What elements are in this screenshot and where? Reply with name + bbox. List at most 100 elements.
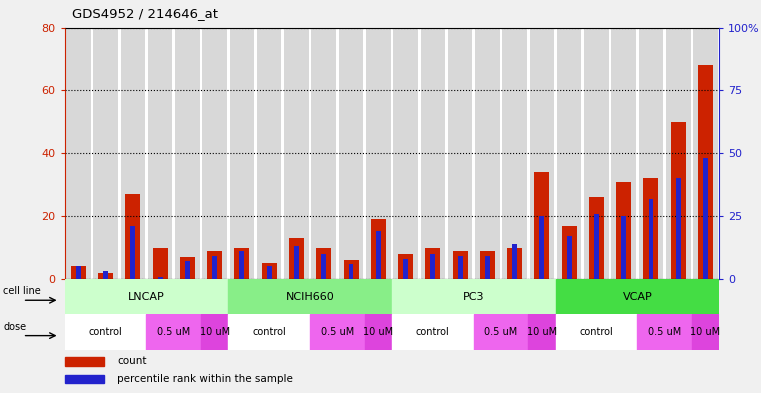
Bar [267,266,272,279]
Bar [228,314,310,350]
Bar [457,256,463,279]
Bar [611,28,636,279]
Bar [284,28,309,279]
Bar [392,279,556,314]
Text: 10 uM: 10 uM [690,327,721,337]
Bar [666,28,690,279]
Bar [562,226,577,279]
Bar [98,273,113,279]
Bar [648,198,654,279]
Bar [65,357,104,365]
Text: VCAP: VCAP [622,292,652,302]
Bar [670,122,686,279]
Bar [339,28,363,279]
Bar [528,314,556,350]
Text: control: control [89,327,123,337]
Bar [502,28,527,279]
Bar [376,231,380,279]
Bar [431,254,435,279]
Bar [294,246,299,279]
Bar [349,264,353,279]
Bar [398,254,413,279]
Bar [201,314,228,350]
Bar [321,254,326,279]
Bar [311,28,336,279]
Bar [148,28,173,279]
Bar [534,172,549,279]
Bar [343,260,358,279]
Text: count: count [117,356,147,366]
Bar [202,28,227,279]
Bar [621,216,626,279]
Bar [616,182,631,279]
Bar [567,236,572,279]
Bar [153,248,167,279]
Text: GDS4952 / 214646_at: GDS4952 / 214646_at [72,7,218,20]
Bar [698,65,713,279]
Bar [393,28,418,279]
Bar [262,263,277,279]
Bar [65,314,146,350]
Text: NCIH660: NCIH660 [285,292,335,302]
Bar [317,248,331,279]
Bar [480,251,495,279]
Text: LNCAP: LNCAP [128,292,165,302]
Bar [126,194,140,279]
Text: 0.5 uM: 0.5 uM [648,327,681,337]
Bar [185,261,189,279]
Bar [66,28,91,279]
Bar [65,279,228,314]
Bar [557,28,581,279]
Bar [289,238,304,279]
Text: 10 uM: 10 uM [363,327,393,337]
Bar [310,314,365,350]
Bar [76,266,81,279]
Bar [475,28,500,279]
Bar [676,178,680,279]
Bar [693,28,718,279]
Bar [103,272,108,279]
Bar [94,28,118,279]
Text: control: control [580,327,613,337]
Bar [692,314,719,350]
Bar [556,314,638,350]
Bar [556,279,719,314]
Bar [703,158,708,279]
Bar [453,251,467,279]
Bar [240,252,244,279]
Bar [594,214,599,279]
Bar [65,375,104,384]
Bar [425,248,441,279]
Bar [512,244,517,279]
Bar [421,28,445,279]
Text: dose: dose [3,322,27,332]
Text: 0.5 uM: 0.5 uM [484,327,517,337]
Bar [584,28,609,279]
Bar [392,314,473,350]
Bar [71,266,86,279]
Bar [473,314,528,350]
Bar [644,178,658,279]
Bar [180,257,195,279]
Bar [530,28,554,279]
Bar [257,28,282,279]
Text: percentile rank within the sample: percentile rank within the sample [117,374,293,384]
Text: 10 uM: 10 uM [527,327,557,337]
Text: control: control [416,327,450,337]
Text: 10 uM: 10 uM [199,327,230,337]
Bar [540,216,544,279]
Bar [365,314,392,350]
Bar [212,256,217,279]
Text: 0.5 uM: 0.5 uM [157,327,190,337]
Text: PC3: PC3 [463,292,485,302]
Bar [130,226,135,279]
Bar [146,314,201,350]
Text: 0.5 uM: 0.5 uM [320,327,354,337]
Bar [158,277,163,279]
Bar [228,279,392,314]
Bar [589,197,604,279]
Text: control: control [253,327,286,337]
Bar [371,219,386,279]
Bar [207,251,222,279]
Bar [120,28,145,279]
